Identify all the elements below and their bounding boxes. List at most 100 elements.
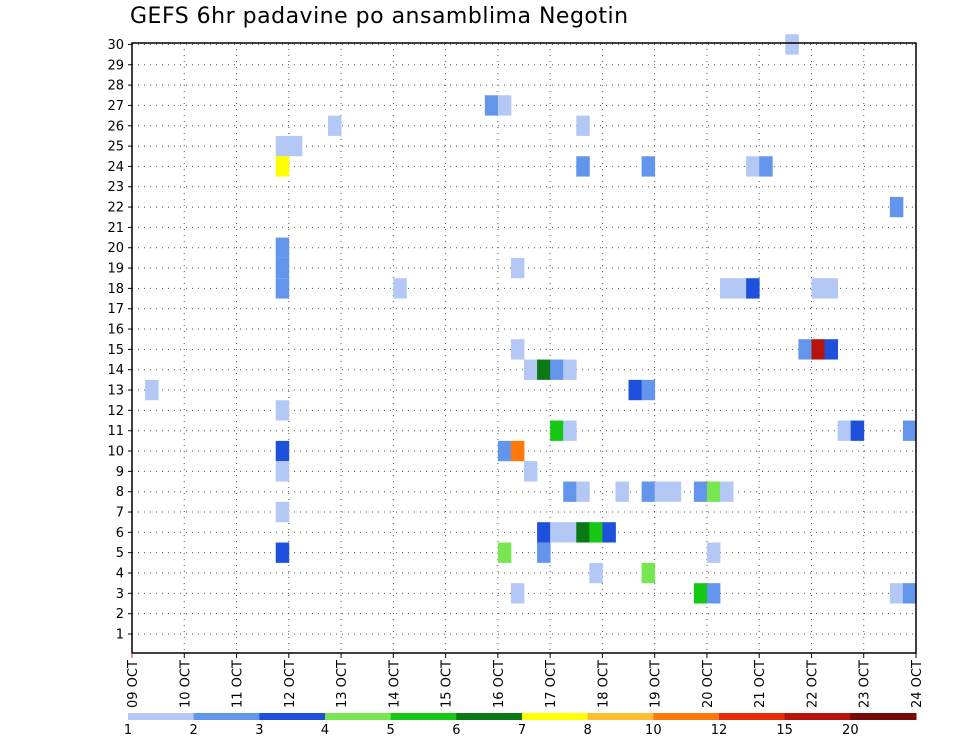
precip-cell bbox=[275, 542, 290, 563]
precip-cell bbox=[798, 339, 812, 360]
precip-cell bbox=[576, 481, 590, 502]
precip-cell bbox=[902, 420, 917, 441]
y-tick-label: 23 bbox=[107, 180, 124, 195]
y-tick-label: 8 bbox=[116, 485, 124, 500]
precip-cell bbox=[746, 278, 760, 299]
legend-label: 10 bbox=[645, 723, 662, 738]
precip-cell bbox=[602, 522, 616, 543]
legend-label: 8 bbox=[584, 723, 592, 738]
legend-swatch bbox=[719, 713, 786, 720]
y-tick-label: 20 bbox=[107, 241, 124, 256]
legend-swatch bbox=[128, 713, 195, 720]
precip-cell bbox=[497, 440, 512, 462]
legend-label: 15 bbox=[776, 723, 793, 738]
x-tick-label: 19 OCT bbox=[649, 660, 664, 708]
precip-cell bbox=[563, 420, 577, 441]
legend-swatch bbox=[587, 713, 654, 720]
precip-cell bbox=[706, 542, 721, 563]
y-tick-label: 25 bbox=[107, 140, 124, 155]
y-tick-label: 29 bbox=[107, 58, 124, 73]
precip-cell bbox=[850, 420, 865, 441]
precip-cell bbox=[889, 196, 904, 218]
y-tick-label: 15 bbox=[107, 343, 124, 358]
precip-cell bbox=[824, 339, 838, 360]
precip-cell bbox=[275, 440, 290, 462]
y-tick-label: 4 bbox=[116, 567, 124, 582]
precip-cell bbox=[615, 481, 629, 502]
precip-cell bbox=[589, 522, 603, 543]
precip-cell bbox=[706, 583, 721, 604]
precip-cell bbox=[275, 400, 290, 421]
x-tick-label: 15 OCT bbox=[440, 660, 455, 708]
chart-title: GEFS 6hr padavine po ansamblima Negotin bbox=[130, 4, 629, 29]
precip-cell bbox=[510, 440, 525, 462]
precip-cell bbox=[275, 461, 290, 482]
legend-label: 7 bbox=[518, 723, 526, 738]
legend-swatch bbox=[522, 713, 589, 720]
precip-cell bbox=[275, 278, 290, 299]
x-tick-label: 11 OCT bbox=[231, 660, 246, 708]
precip-cell bbox=[785, 34, 799, 55]
y-tick-label: 27 bbox=[107, 99, 124, 114]
x-tick-label: 24 OCT bbox=[910, 660, 925, 708]
precip-cell bbox=[706, 481, 721, 502]
precip-cell bbox=[837, 420, 852, 441]
precip-cell bbox=[693, 583, 708, 604]
precip-cell bbox=[720, 278, 734, 299]
precip-cell bbox=[510, 339, 525, 360]
legend-swatch bbox=[325, 713, 392, 720]
color-legend: 1 2 3 4 5 6 7 8 10 12 15 20 bbox=[124, 713, 917, 738]
y-tick-label: 14 bbox=[107, 363, 124, 378]
precip-cell bbox=[497, 542, 512, 563]
precip-cell bbox=[275, 501, 290, 523]
y-tick-label: 5 bbox=[116, 546, 124, 561]
precip-cell bbox=[563, 359, 577, 380]
precip-cell bbox=[328, 115, 342, 136]
precip-cell bbox=[510, 257, 525, 279]
precip-cell bbox=[497, 95, 512, 116]
y-tick-label: 9 bbox=[116, 465, 124, 480]
x-tick-label: 21 OCT bbox=[753, 660, 768, 708]
precip-cell bbox=[628, 379, 642, 401]
y-tick-label: 10 bbox=[107, 445, 124, 460]
precip-cell bbox=[824, 278, 838, 299]
precip-cell bbox=[589, 562, 603, 584]
x-tick-label: 18 OCT bbox=[596, 660, 611, 708]
precip-cell bbox=[759, 156, 773, 177]
precip-cell bbox=[641, 481, 656, 502]
y-tick-label: 11 bbox=[107, 424, 124, 439]
x-tick-label: 14 OCT bbox=[387, 660, 402, 708]
y-tick-label: 22 bbox=[107, 201, 124, 216]
plot-frame bbox=[131, 42, 917, 654]
legend-swatch bbox=[850, 713, 917, 720]
precip-cell bbox=[524, 359, 538, 380]
y-tick-label: 12 bbox=[107, 404, 124, 419]
y-tick-label: 26 bbox=[107, 119, 124, 134]
legend-label: 2 bbox=[190, 723, 198, 738]
precip-cell bbox=[641, 379, 656, 401]
legend-swatch bbox=[390, 713, 457, 720]
precip-cell bbox=[641, 156, 656, 177]
y-tick-label: 21 bbox=[107, 221, 124, 236]
y-tick-label: 16 bbox=[107, 323, 124, 338]
y-tick-label: 30 bbox=[107, 38, 124, 53]
precip-cell bbox=[641, 562, 656, 584]
precip-cell bbox=[889, 583, 904, 604]
precip-cell bbox=[576, 156, 590, 177]
precip-cell bbox=[275, 135, 290, 157]
legend-swatch bbox=[456, 713, 523, 720]
precip-cell bbox=[667, 481, 682, 502]
x-tick-label: 20 OCT bbox=[701, 660, 716, 708]
precip-cell bbox=[537, 359, 551, 380]
precip-cell bbox=[537, 522, 551, 543]
precip-cell bbox=[275, 257, 290, 279]
legend-label: 1 bbox=[124, 723, 132, 738]
legend-label: 6 bbox=[452, 723, 460, 738]
legend-swatch bbox=[653, 713, 720, 720]
precip-cell bbox=[275, 156, 290, 177]
y-tick-label: 2 bbox=[116, 607, 124, 622]
y-tick-label: 13 bbox=[107, 384, 124, 399]
precip-cell bbox=[576, 115, 590, 136]
precip-cell bbox=[811, 339, 825, 360]
